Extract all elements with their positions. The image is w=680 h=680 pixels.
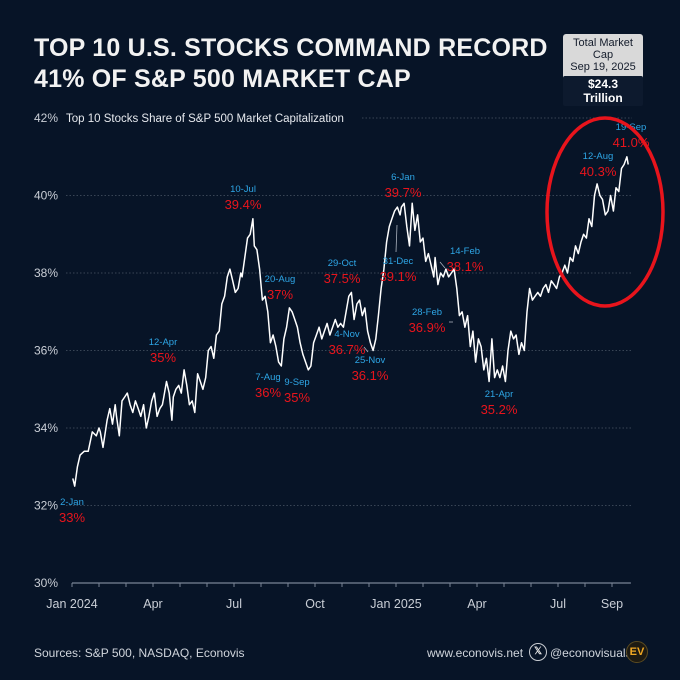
x-tick-label: Apr — [467, 597, 486, 611]
y-tick-label: 30% — [34, 576, 58, 590]
title-line-1: TOP 10 U.S. STOCKS COMMAND RECORD — [34, 34, 548, 62]
annotation-value: 35% — [284, 390, 310, 405]
y-tick-label: 36% — [34, 344, 58, 358]
highlight-ellipse — [545, 116, 665, 308]
y-tick-label: 38% — [34, 266, 58, 280]
annotation-date: 25-Nov — [355, 355, 386, 366]
y-tick-label: 40% — [34, 189, 58, 203]
x-tick-label: Jul — [226, 597, 242, 611]
grid-lines — [66, 117, 632, 506]
y-axis-ticks: 30% 32% 34% 36% 38% 40% 42% — [34, 111, 58, 590]
annotation-date: 6-Jan — [391, 172, 415, 183]
market-cap-box: Total Market Cap Sep 19, 2025 $24.3 Tril… — [563, 34, 643, 106]
annotation-date: 31-Dec — [383, 256, 414, 267]
x-tick-label: Apr — [143, 597, 162, 611]
title-line-2: 41% OF S&P 500 MARKET CAP — [34, 65, 411, 93]
annotation-date: 20-Aug — [265, 274, 296, 285]
annotation-date: 4-Nov — [334, 329, 360, 340]
econovis-logo: EV — [626, 641, 648, 663]
annotation-date: 14-Feb — [450, 246, 480, 257]
y-tick-label: 32% — [34, 499, 58, 513]
annotation-value: 39.7% — [385, 185, 422, 200]
annotation-value: 39.1% — [380, 269, 417, 284]
leader-line — [395, 224, 398, 253]
annotation-value: 38.1% — [447, 259, 484, 274]
x-tick-label: Jan 2024 — [46, 597, 97, 611]
sources-text: Sources: S&P 500, NASDAQ, Econovis — [34, 646, 245, 660]
annotation-date: 9-Sep — [284, 377, 309, 388]
annotation-date: 10-Jul — [230, 184, 256, 195]
annotation-value: 35% — [150, 350, 176, 365]
x-tick-label: Sep — [601, 597, 623, 611]
market-cap-label: Total Market Cap — [573, 37, 633, 61]
annotation-date: 21-Apr — [485, 389, 514, 400]
leader-line — [439, 261, 446, 269]
annotation-value: 36.9% — [409, 320, 446, 335]
x-logo-icon: 𝕏 — [529, 643, 547, 661]
annotation-value: 37.5% — [324, 271, 361, 286]
annotation-date: 7-Aug — [255, 372, 280, 383]
annotation-value: 36.7% — [329, 342, 366, 357]
annotation-value: 36.1% — [352, 368, 389, 383]
annotation-value: 37% — [267, 287, 293, 302]
y-tick-label: 42% — [34, 111, 58, 125]
x-axis: Jan 2024 Apr Jul Oct Jan 2025 Apr Jul Sep — [46, 582, 631, 611]
market-cap-value: $24.3 Trillion — [563, 76, 643, 106]
annotation-value: 36% — [255, 385, 281, 400]
annotations: 2-Jan 33% 12-Apr 35% 10-Jul 39.4% 7-Aug 36% 20-A… — [59, 122, 650, 525]
social-handle[interactable]: @econovisuals — [550, 646, 632, 660]
leader-line — [363, 346, 369, 353]
annotation-date: 2-Jan — [60, 497, 84, 508]
annotation-value: 39.4% — [225, 197, 262, 212]
x-tick-label: Jan 2025 — [370, 597, 421, 611]
x-tick-label: Jul — [550, 597, 566, 611]
x-tick-label: Oct — [305, 597, 325, 611]
chart-title: TOP 10 U.S. STOCKS COMMAND RECORD 41% OF… — [34, 33, 548, 95]
y-tick-label: 34% — [34, 421, 58, 435]
annotation-date: 29-Oct — [328, 258, 357, 269]
chart-subtitle: Top 10 Stocks Share of S&P 500 Market Ca… — [66, 113, 344, 125]
annotation-value: 40.3% — [580, 164, 617, 179]
annotation-value: 33% — [59, 510, 85, 525]
annotation-date: 28-Feb — [412, 307, 442, 318]
annotation-leaders — [363, 224, 453, 353]
annotation-date: 12-Apr — [149, 337, 178, 348]
annotation-value: 35.2% — [481, 402, 518, 417]
annotation-date: 12-Aug — [583, 151, 614, 162]
website-link[interactable]: www.econovis.net — [427, 646, 524, 660]
series-line — [72, 156, 629, 487]
market-cap-date: Sep 19, 2025 — [570, 61, 636, 73]
